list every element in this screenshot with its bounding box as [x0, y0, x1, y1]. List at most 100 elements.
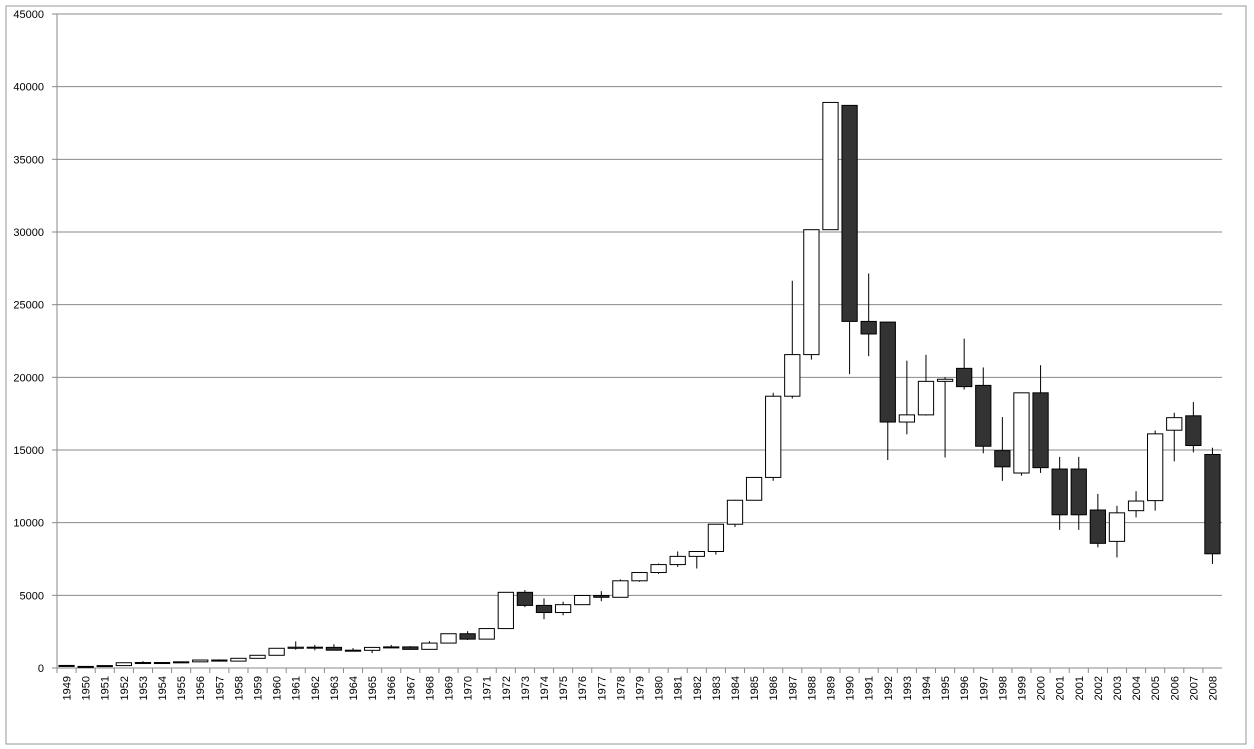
candle-body	[230, 657, 247, 662]
x-tick-label: 2005	[1150, 676, 1162, 700]
candle-body	[688, 551, 705, 557]
candle-body	[745, 476, 763, 501]
candle-body	[306, 646, 323, 649]
x-tick-label: 1949	[62, 676, 74, 700]
candle-body	[363, 646, 381, 651]
x-tick-label: 1995	[940, 676, 952, 700]
y-tick-label: 35000	[13, 154, 44, 166]
y-tick-label: 30000	[13, 227, 44, 239]
y-tick-label: 20000	[13, 372, 44, 384]
x-tick-label: 1968	[424, 676, 436, 700]
candle-body	[841, 104, 858, 322]
candle-body	[134, 662, 152, 665]
x-tick-label: 1985	[749, 676, 761, 700]
y-tick-label: 45000	[13, 9, 44, 21]
candle-body	[96, 665, 113, 668]
x-tick-label: 1980	[654, 676, 666, 700]
x-tick-label: 2008	[1207, 676, 1219, 700]
candle-body	[1089, 509, 1107, 544]
x-tick-label: 1972	[501, 676, 513, 700]
x-tick-label: 1954	[157, 676, 169, 700]
x-tick-label: 2001	[1074, 676, 1086, 700]
x-tick-label: 1983	[711, 676, 723, 700]
x-tick-label: 1989	[825, 676, 837, 700]
candle-body	[1185, 415, 1202, 447]
x-tick-label: 1961	[291, 676, 303, 700]
x-tick-label: 1973	[520, 676, 532, 700]
x-tick-label: 1994	[921, 676, 933, 700]
y-tick-label: 5000	[20, 590, 44, 602]
candle-body	[440, 633, 457, 644]
candle-body	[516, 591, 534, 606]
x-tick-label: 1966	[386, 676, 398, 700]
candle-body	[650, 564, 667, 574]
candle-body	[325, 646, 343, 651]
x-tick-label: 1950	[81, 676, 93, 700]
x-tick-label: 1981	[673, 676, 685, 700]
x-tick-label: 1958	[233, 676, 245, 700]
x-tick-label: 1982	[692, 676, 704, 700]
x-tick-label: 1990	[845, 676, 857, 700]
candle-body	[1013, 392, 1030, 474]
candle-body	[1108, 512, 1126, 542]
candle-body	[402, 646, 419, 650]
candle-body	[898, 414, 916, 423]
x-tick-label: 1965	[367, 676, 379, 700]
x-tick-label: 1992	[883, 676, 895, 700]
x-tick-label: 1996	[959, 676, 971, 700]
candle-body	[860, 320, 877, 335]
candle-body	[211, 659, 228, 662]
candle-body	[58, 664, 75, 667]
x-tick-label: 1986	[768, 676, 780, 700]
candle-body	[173, 661, 190, 664]
candle-body	[153, 662, 171, 665]
x-tick-label: 1991	[864, 676, 876, 700]
x-tick-label: 1987	[787, 676, 799, 700]
x-tick-label: 1988	[806, 676, 818, 700]
x-tick-label: 1970	[463, 676, 475, 700]
x-tick-label: 1977	[596, 676, 608, 700]
candle-body	[1166, 417, 1183, 431]
candle-body	[497, 591, 514, 630]
candle-body	[535, 604, 553, 614]
x-tick-label: 1953	[138, 676, 150, 700]
chart-frame	[5, 5, 1247, 745]
x-tick-label: 1976	[577, 676, 589, 700]
x-tick-label: 1999	[1016, 676, 1028, 700]
candle-body	[459, 633, 476, 640]
candle-body	[344, 649, 362, 652]
candle-body	[765, 395, 782, 478]
candle-body	[994, 450, 1011, 468]
x-tick-label: 1993	[902, 676, 914, 700]
candle-body	[593, 594, 610, 598]
x-tick-label: 1951	[100, 676, 112, 700]
candle-body	[784, 354, 801, 397]
candle-body	[115, 662, 132, 667]
candle-body	[268, 647, 285, 656]
candle-body	[574, 594, 591, 606]
y-tick-label: 10000	[13, 518, 44, 530]
candle-body	[879, 321, 896, 423]
x-tick-label: 1998	[997, 676, 1009, 700]
x-tick-label: 2002	[1093, 676, 1105, 700]
x-tick-label: 2001	[1055, 676, 1067, 700]
x-tick-label: 1963	[329, 676, 341, 700]
candle-body	[287, 646, 304, 649]
x-tick-label: 1959	[253, 676, 265, 700]
x-tick-label: 2003	[1112, 676, 1124, 700]
candle-body	[478, 628, 495, 640]
candle-body	[1032, 392, 1049, 469]
x-tick-label: 1975	[558, 676, 570, 700]
candle-body	[669, 555, 686, 566]
x-tick-label: 1979	[635, 676, 647, 700]
candle-body	[726, 499, 744, 525]
candle-body	[936, 378, 954, 382]
candle-body	[192, 659, 209, 663]
x-tick-label: 1967	[405, 676, 417, 700]
x-tick-label: 1974	[539, 676, 551, 700]
x-tick-label: 1952	[119, 676, 131, 700]
y-tick-label: 25000	[13, 300, 44, 312]
x-tick-label: 2007	[1188, 676, 1200, 700]
